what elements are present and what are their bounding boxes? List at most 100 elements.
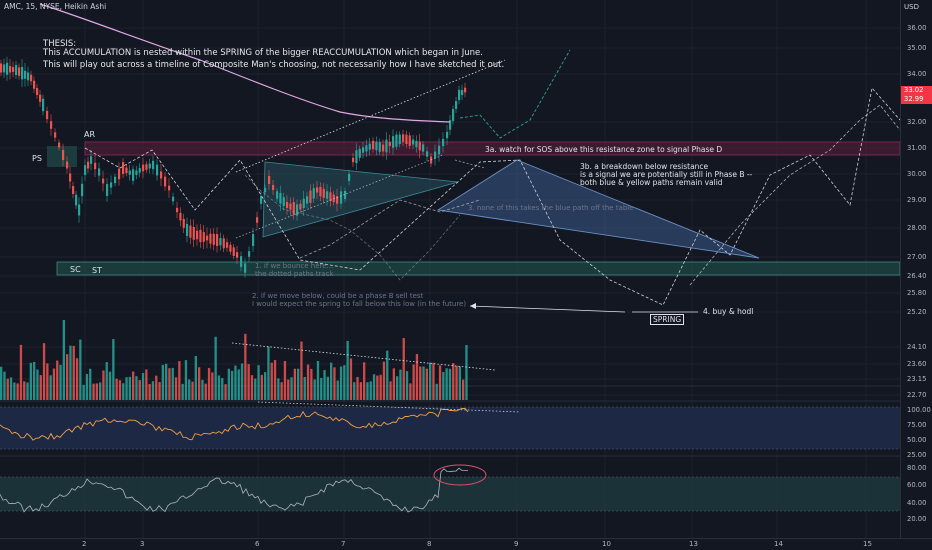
volume-bar <box>240 363 244 400</box>
volume-bar <box>132 371 135 400</box>
candle-body <box>415 140 418 148</box>
volume-bar <box>39 375 42 400</box>
candle-body <box>309 190 312 203</box>
volume-bar <box>75 358 79 400</box>
volume-bar <box>382 361 386 400</box>
note-3c: 3. none of this takes the blue path off … <box>468 204 634 212</box>
note-3b-3: both blue & yellow paths remain valid <box>580 178 723 187</box>
volume-bar <box>171 367 174 400</box>
volume-bar <box>128 376 131 400</box>
candle-body <box>260 196 263 204</box>
volume-bar <box>458 366 461 400</box>
time-tick: 14 <box>774 540 783 548</box>
candle-body <box>30 74 33 82</box>
volume-bar <box>396 376 399 400</box>
candle-body <box>156 164 159 176</box>
price-tick: 22.70 <box>907 391 927 399</box>
candle-body <box>378 142 381 152</box>
oscillator-tick: 80.00 <box>907 464 927 472</box>
volume-bar <box>36 369 39 400</box>
support-zone[interactable] <box>56 261 900 276</box>
volume-bar <box>306 364 310 400</box>
volume-bar <box>207 367 211 400</box>
volume-bar <box>108 371 112 400</box>
rsi-line <box>0 407 469 441</box>
candle-body <box>222 238 225 249</box>
volume-bar <box>448 368 452 400</box>
volume-bar <box>13 382 16 400</box>
candle-body <box>36 88 39 95</box>
candle-body <box>272 185 275 190</box>
candle-body <box>264 187 267 193</box>
triangle-pattern[interactable] <box>262 161 459 238</box>
rsi-band <box>0 407 900 449</box>
price-chart[interactable] <box>0 0 900 538</box>
candle-body <box>316 187 319 193</box>
price-tick: 24.10 <box>907 343 927 351</box>
candle-body <box>50 121 53 129</box>
candle-body <box>422 144 425 152</box>
candle-body <box>355 150 358 164</box>
volume-bar <box>82 384 85 400</box>
candle-body <box>209 233 212 244</box>
price-tick: 29.00 <box>907 196 927 204</box>
candle-body <box>240 256 243 267</box>
candle-body <box>206 235 209 241</box>
candle-body <box>186 223 189 237</box>
volume-bar <box>353 382 356 400</box>
candle-body <box>128 170 131 175</box>
candle-body <box>24 70 27 79</box>
volume-bar <box>254 378 257 400</box>
blue-path-triangle[interactable] <box>436 159 760 259</box>
volume-bar <box>69 345 72 400</box>
candle-body <box>81 183 84 197</box>
resistance-zone[interactable] <box>84 141 900 156</box>
volume-bar <box>221 378 224 400</box>
candle-body <box>322 188 325 198</box>
candle-body <box>455 101 458 109</box>
oscillator-tick: 25.00 <box>907 451 927 459</box>
volume-bar <box>419 366 422 400</box>
volume-bar <box>56 360 59 400</box>
volume-bar <box>455 365 458 400</box>
candle-body <box>219 238 222 246</box>
volume-bar <box>442 372 445 400</box>
candle-body <box>229 244 232 252</box>
volume-bar <box>151 381 155 400</box>
note-3a: 3a. watch for SOS above this resistance … <box>485 145 723 154</box>
volume-bar <box>122 383 125 400</box>
note-3b-2: is a signal we are potentially still in … <box>580 170 753 179</box>
candle-body <box>282 197 285 207</box>
candle-body <box>446 131 449 139</box>
candle-body <box>319 186 322 197</box>
thesis-line1: This ACCUMULATION is nested within the S… <box>43 48 483 58</box>
candle-body <box>458 89 461 101</box>
volume-bar <box>290 377 293 400</box>
volume-bar <box>379 374 382 400</box>
candle-body <box>90 156 93 164</box>
thesis-heading: THESIS: <box>43 39 77 49</box>
volume-bar <box>310 368 313 400</box>
volume-bar <box>376 375 379 400</box>
volume-bar <box>313 379 316 400</box>
volume-bar <box>389 381 392 400</box>
volume-bar <box>3 371 6 400</box>
candle-body <box>392 136 395 148</box>
candle-body <box>442 138 445 147</box>
candle-body <box>145 164 148 170</box>
volume-bar <box>237 369 240 400</box>
volume-bar <box>214 336 217 400</box>
moving-average-line <box>39 3 451 123</box>
candle-body <box>464 87 467 93</box>
candle-body <box>358 148 361 158</box>
price-tick: 34.00 <box>907 70 927 78</box>
candle-body <box>412 139 415 145</box>
volume-bar <box>432 362 435 400</box>
spring-tag: SPRING <box>650 314 685 325</box>
second-dashed-path <box>244 174 461 281</box>
volume-bar <box>363 362 366 400</box>
volume-bar <box>356 376 359 400</box>
chart-title: AMC, 15, NYSE, Heikin Ashi <box>4 2 107 11</box>
volume-bar <box>188 379 191 400</box>
candle-body <box>385 139 388 153</box>
